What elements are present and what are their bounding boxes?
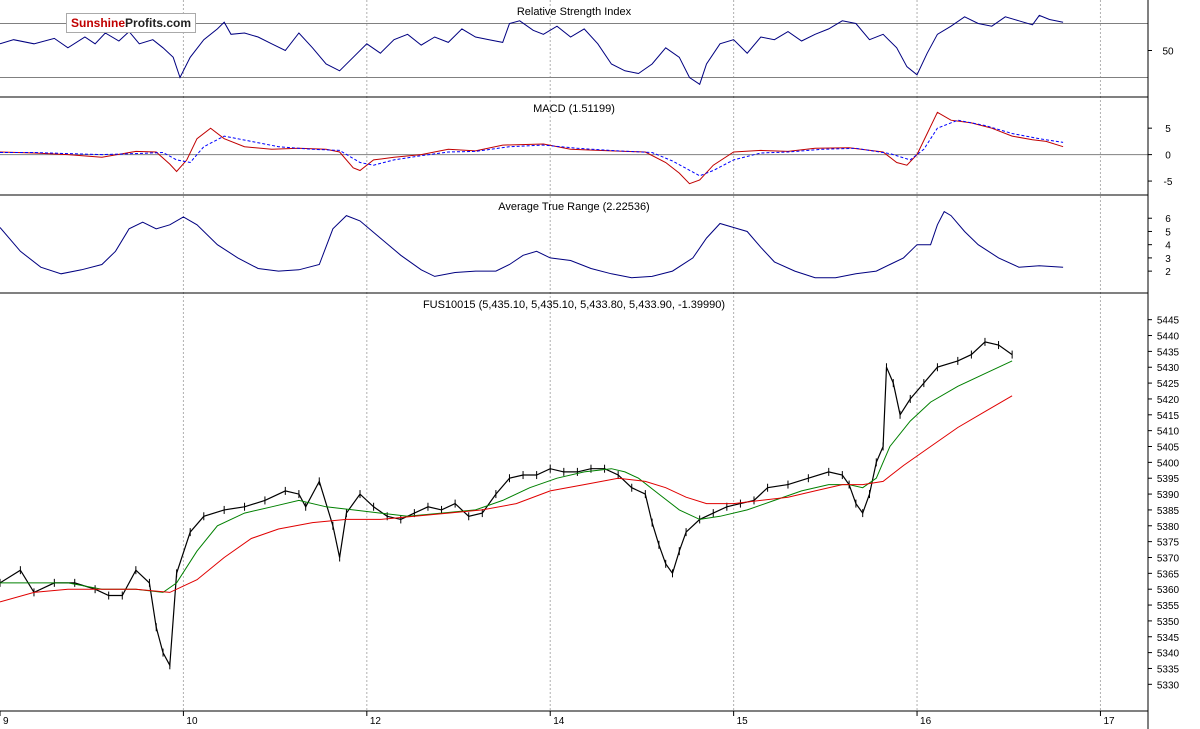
x-tick-label-1: 10 xyxy=(186,716,198,727)
sunshine-profits-logo[interactable]: SunshineProfits.com xyxy=(66,13,197,33)
y-tick-label-3-16: 5365 xyxy=(1157,569,1180,580)
series-line-2-0 xyxy=(0,210,1064,279)
y-tick-label-3-2: 5435 xyxy=(1157,347,1180,358)
y-tick-label-3-21: 5340 xyxy=(1157,649,1180,660)
x-tick-label-5: 16 xyxy=(920,716,932,727)
y-tick-label-0-0: 50 xyxy=(1162,47,1174,58)
y-tick-label-3-10: 5395 xyxy=(1157,474,1180,485)
y-tick-label-3-18: 5355 xyxy=(1157,601,1180,612)
y-tick-label-3-19: 5350 xyxy=(1157,617,1180,628)
y-tick-label-3-12: 5385 xyxy=(1157,506,1180,517)
series-line-3-1 xyxy=(0,360,1013,593)
y-tick-label-2-0: 6 xyxy=(1165,214,1171,225)
y-tick-label-2-2: 4 xyxy=(1165,241,1171,252)
y-tick-label-3-22: 5335 xyxy=(1157,664,1180,675)
y-tick-label-3-13: 5380 xyxy=(1157,522,1180,533)
panel-title-0: Relative Strength Index xyxy=(517,6,632,18)
y-tick-label-2-1: 5 xyxy=(1165,227,1171,238)
series-line-3-2 xyxy=(0,395,1013,603)
y-tick-label-3-1: 5440 xyxy=(1157,332,1180,343)
x-tick-label-2: 12 xyxy=(370,716,382,727)
y-tick-label-3-0: 5445 xyxy=(1157,316,1180,327)
y-tick-label-3-7: 5410 xyxy=(1157,427,1180,438)
y-tick-label-3-20: 5345 xyxy=(1157,633,1180,644)
y-tick-label-3-14: 5375 xyxy=(1157,538,1180,549)
series-line-0-0 xyxy=(0,14,1064,86)
y-tick-label-3-4: 5425 xyxy=(1157,379,1180,390)
y-tick-label-3-9: 5400 xyxy=(1157,458,1180,469)
y-tick-label-3-5: 5420 xyxy=(1157,395,1180,406)
x-tick-label-6: 17 xyxy=(1103,716,1115,727)
y-tick-label-3-11: 5390 xyxy=(1157,490,1180,501)
panel-title-1: MACD (1.51199) xyxy=(533,103,615,115)
series-line-1-0 xyxy=(0,111,1064,185)
series-line-1-1 xyxy=(0,119,1064,177)
y-tick-label-3-17: 5360 xyxy=(1157,585,1180,596)
y-tick-label-3-8: 5405 xyxy=(1157,443,1180,454)
y-tick-label-1-2: -5 xyxy=(1164,177,1173,188)
y-tick-label-3-23: 5330 xyxy=(1157,680,1180,691)
y-tick-label-3-15: 5370 xyxy=(1157,553,1180,564)
y-tick-label-3-3: 5430 xyxy=(1157,363,1180,374)
y-tick-label-2-3: 3 xyxy=(1165,254,1171,265)
panel-title-2: Average True Range (2.22536) xyxy=(498,201,649,213)
logo-part-2: Profits.com xyxy=(125,16,192,30)
series-line-3-0 xyxy=(0,341,1013,668)
panel-title-3: FUS10015 (5,435.10, 5,435.10, 5,433.80, … xyxy=(423,299,725,311)
logo-part-1: Sunshine xyxy=(71,16,126,30)
x-tick-label-3: 14 xyxy=(553,716,565,727)
y-tick-label-2-4: 2 xyxy=(1165,267,1171,278)
x-tick-label-0: 9 xyxy=(3,716,9,727)
y-tick-label-1-0: 5 xyxy=(1165,124,1171,135)
x-tick-label-4: 15 xyxy=(737,716,749,727)
y-tick-label-1-1: 0 xyxy=(1165,151,1171,162)
y-tick-label-3-6: 5415 xyxy=(1157,411,1180,422)
